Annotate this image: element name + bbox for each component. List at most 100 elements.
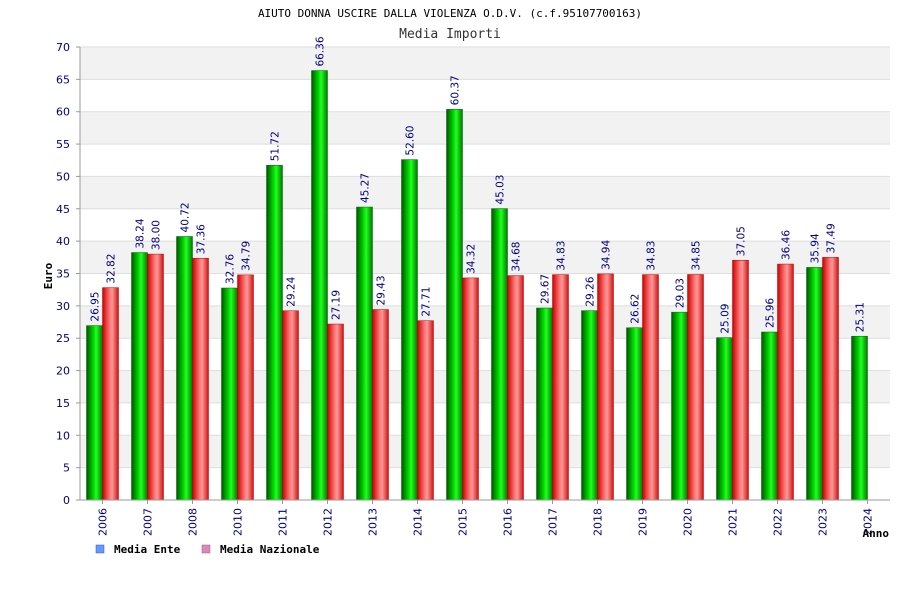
- legend-label-media-nazionale: Media Nazionale: [220, 543, 320, 556]
- bar-value-label: 34.79: [241, 241, 253, 271]
- x-tick-label: 2018: [592, 508, 605, 536]
- bar-media-ente-2007: [131, 252, 148, 501]
- bar-value-label: 37.49: [826, 223, 838, 253]
- legend-swatch-media-nazionale: [201, 544, 211, 554]
- x-tick-label: 2013: [367, 508, 380, 536]
- bar-value-label: 51.72: [270, 131, 282, 161]
- bar-media-nazionale-2006: [102, 287, 119, 501]
- bar-value-label: 34.94: [601, 240, 613, 270]
- bar-media-ente-2023: [806, 267, 823, 501]
- bar-value-label: 60.37: [450, 75, 462, 105]
- bar-value-label: 34.32: [466, 244, 478, 274]
- y-tick-label: 0: [63, 494, 70, 507]
- bar-media-ente-2018: [581, 310, 598, 501]
- x-tick-label: 2011: [277, 508, 290, 536]
- x-tick-label: 2012: [322, 508, 335, 536]
- grid-band: [80, 435, 890, 468]
- bar-value-label: 26.95: [90, 292, 102, 322]
- bar-value-label: 32.76: [225, 254, 237, 284]
- x-tick-label: 2014: [412, 508, 425, 536]
- bar-value-label: 34.83: [646, 241, 658, 271]
- bar-value-label: 32.82: [106, 254, 118, 284]
- bar-value-label: 29.03: [675, 278, 687, 308]
- grid-band: [80, 176, 890, 209]
- chart-title: AIUTO DONNA USCIRE DALLA VIOLENZA O.D.V.…: [258, 7, 642, 20]
- bar-value-label: 34.68: [511, 242, 523, 272]
- x-tick-label: 2016: [502, 508, 515, 536]
- bar-media-ente-2017: [536, 307, 553, 501]
- chart-subtitle: Media Importi: [399, 27, 501, 42]
- bar-value-label: 29.67: [540, 274, 552, 304]
- y-tick-label: 50: [56, 170, 70, 183]
- bar-media-ente-2020: [671, 311, 688, 501]
- y-axis: 0 5 10 15 20 25 30 35 40 45 50 55 60 65 70: [56, 41, 81, 507]
- bars: [86, 70, 868, 501]
- bar-value-label: 25.09: [720, 304, 732, 334]
- bar-media-ente-2008: [176, 236, 193, 501]
- x-tick-label: 2008: [187, 508, 200, 536]
- y-tick-label: 55: [56, 138, 70, 151]
- y-tick-label: 70: [56, 41, 70, 54]
- bar-value-label: 38.24: [135, 218, 147, 248]
- bar-media-ente-2016: [491, 208, 508, 501]
- x-tick-label: 2022: [772, 508, 785, 536]
- bar-value-label: 37.05: [736, 226, 748, 256]
- grid-band: [80, 47, 890, 80]
- bar-value-label: 29.24: [286, 276, 298, 306]
- bar-value-label: 34.85: [691, 240, 703, 270]
- bar-media-nazionale-2020: [687, 274, 704, 501]
- y-tick-label: 45: [56, 203, 70, 216]
- bar-value-label: 35.94: [810, 233, 822, 263]
- y-tick-label: 10: [56, 429, 70, 442]
- bar-media-ente-2022: [761, 331, 778, 501]
- x-tick-label: 2023: [817, 508, 830, 536]
- x-tick-label: 2006: [97, 508, 110, 536]
- bar-value-label: 27.19: [331, 290, 343, 320]
- bar-value-label: 25.31: [855, 302, 867, 332]
- bar-labels: 26.95 32.82 38.24 38.00 40.72 37.36 32.76 34.79…: [90, 36, 867, 333]
- bar-media-nazionale-2019: [642, 274, 659, 501]
- x-tick-label: 2015: [457, 508, 470, 536]
- bar-value-label: 25.96: [765, 298, 777, 328]
- bar-media-ente-2006: [86, 325, 103, 501]
- legend: Media Ente Media Nazionale: [95, 543, 320, 556]
- grid-band: [80, 241, 890, 274]
- plot-background: [80, 46, 890, 501]
- x-axis: 2006 2007 2008 2010 2011 2012 2013 2014 2015 2016…: [80, 499, 890, 536]
- grid-band: [80, 305, 890, 339]
- bar-media-nazionale-2023: [822, 257, 839, 501]
- bar-value-label: 26.62: [630, 294, 642, 324]
- bar-value-label: 45.27: [360, 173, 372, 203]
- y-tick-label: 15: [56, 397, 70, 410]
- x-axis-label: Anno: [863, 527, 890, 540]
- y-tick-label: 20: [56, 365, 70, 378]
- bar-value-label: 45.03: [495, 175, 507, 205]
- grid-band: [80, 111, 890, 145]
- bar-media-nazionale-2017: [552, 274, 569, 501]
- bar-media-ente-2013: [356, 206, 373, 501]
- y-tick-label: 5: [63, 462, 70, 475]
- y-tick-label: 65: [56, 73, 70, 86]
- bar-value-label: 36.46: [781, 230, 793, 260]
- bar-value-label: 29.26: [585, 276, 597, 306]
- bar-media-ente-2011: [266, 165, 283, 501]
- bar-value-label: 66.36: [315, 36, 327, 66]
- y-tick-label: 35: [56, 268, 70, 281]
- y-tick-label: 60: [56, 106, 70, 119]
- bar-media-nazionale-2013: [372, 309, 389, 501]
- legend-label-media-ente: Media Ente: [114, 543, 181, 556]
- bar-media-nazionale-2022: [777, 263, 794, 501]
- bar-media-ente-2014: [401, 159, 418, 501]
- bar-media-ente-2021: [716, 337, 733, 501]
- bar-media-ente-2012: [311, 70, 328, 501]
- bar-value-label: 40.72: [180, 202, 192, 232]
- bar-value-label: 29.43: [376, 275, 388, 305]
- x-tick-label: 2017: [547, 508, 560, 536]
- x-tick-label: 2007: [142, 508, 155, 536]
- bar-media-nazionale-2016: [507, 275, 524, 501]
- legend-swatch-media-ente: [95, 544, 105, 554]
- bar-media-nazionale-2012: [327, 323, 344, 501]
- x-tick-label: 2010: [232, 508, 245, 536]
- x-tick-label: 2020: [682, 508, 695, 536]
- bar-media-nazionale-2010: [237, 274, 254, 501]
